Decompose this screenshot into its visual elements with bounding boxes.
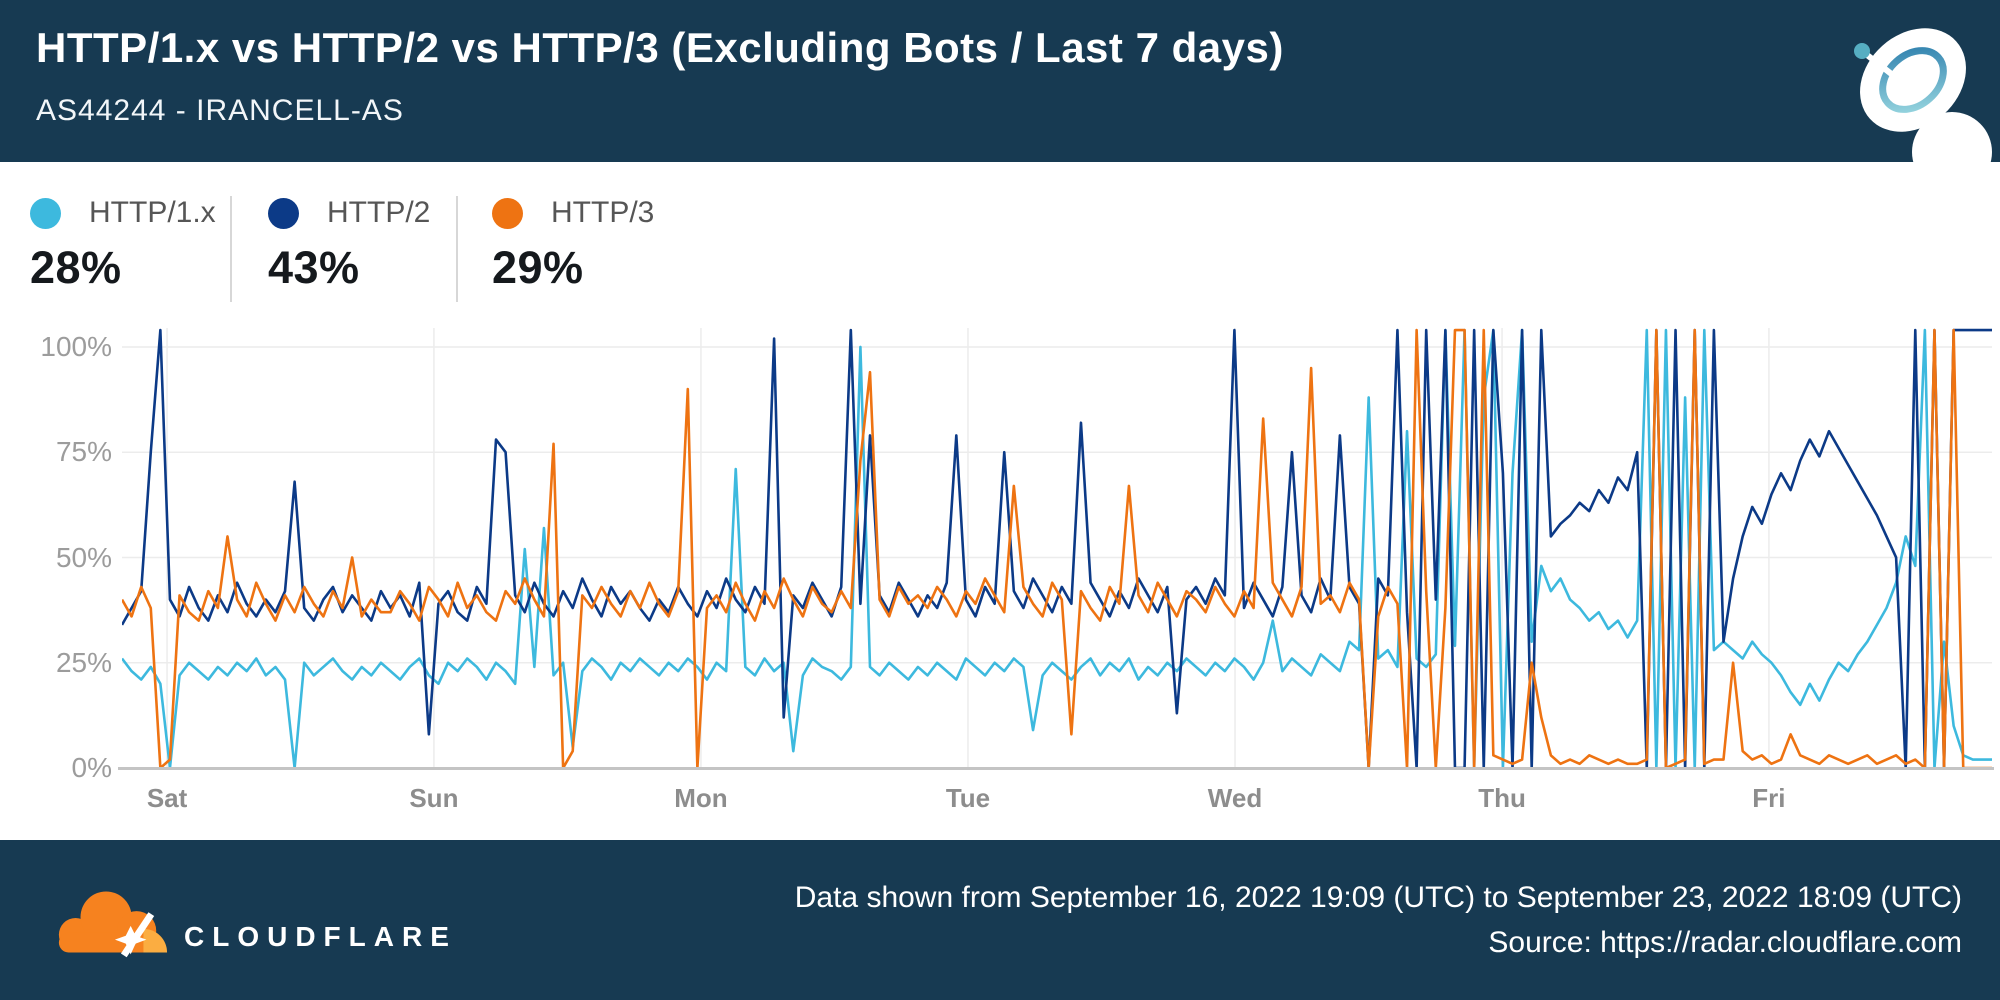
- y-tick-75: 75%: [55, 436, 112, 467]
- legend-value: 28%: [30, 242, 122, 293]
- y-tick-0: 0%: [71, 752, 112, 783]
- series-line-http2: [122, 330, 1992, 768]
- x-tick-fri: Fri: [1752, 783, 1786, 813]
- footer-text: Data shown from September 16, 2022 19:09…: [795, 880, 1962, 961]
- x-tick-sun: Sun: [409, 783, 459, 813]
- legend-label: HTTP/2: [327, 196, 431, 229]
- report-footer: CLOUDFLARE Data shown from September 16,…: [0, 840, 2000, 1000]
- x-tick-tue: Tue: [945, 783, 991, 813]
- plot-area: [122, 328, 1992, 768]
- data-range-text: Data shown from September 16, 2022 19:09…: [794, 880, 1962, 914]
- x-tick-sat: Sat: [146, 783, 188, 813]
- legend-item-http1: HTTP/1.x 28%: [30, 196, 230, 294]
- legend-item-http2: HTTP/2 43%: [268, 196, 456, 294]
- x-axis-line: [118, 767, 1994, 770]
- x-tick-wed: Wed: [1207, 783, 1263, 813]
- cloudflare-wordmark: CLOUDFLARE: [184, 921, 457, 952]
- legend-item-http3: HTTP/3 29%: [492, 196, 654, 294]
- legend-label: HTTP/1.x: [89, 196, 216, 229]
- http1-dot-icon: [30, 197, 61, 229]
- radar-satellite-icon: [1854, 28, 1992, 162]
- http2-dot-icon: [268, 197, 299, 229]
- legend-value: 43%: [268, 242, 360, 293]
- legend-label: HTTP/3: [551, 196, 655, 229]
- x-tick-mon: Mon: [674, 783, 728, 813]
- y-tick-100: 100%: [40, 331, 112, 362]
- y-tick-25: 25%: [55, 647, 112, 678]
- cloudflare-cloud-icon: [58, 891, 168, 958]
- page-title: HTTP/1.x vs HTTP/2 vs HTTP/3 (Excluding …: [36, 24, 1284, 71]
- cloudflare-brand: CLOUDFLARE: [52, 881, 457, 959]
- asn-subtitle: AS44244 - IRANCELL-AS: [36, 94, 404, 127]
- http3-dot-icon: [492, 197, 523, 229]
- x-tick-thu: Thu: [1478, 783, 1526, 813]
- source-text: Source: https://radar.cloudflare.com: [1488, 925, 1962, 959]
- series-line-http3: [122, 330, 1992, 768]
- chart-legend: HTTP/1.x 28% HTTP/2 43% HTTP/3 29%: [30, 196, 654, 308]
- y-axis: 100% 75% 50% 25% 0%: [0, 328, 112, 783]
- y-tick-50: 50%: [55, 542, 112, 573]
- legend-value: 29%: [492, 242, 584, 293]
- legend-divider: [456, 196, 458, 302]
- legend-divider: [230, 196, 232, 302]
- report-header: HTTP/1.x vs HTTP/2 vs HTTP/3 (Excluding …: [0, 0, 2000, 162]
- plot-svg: [122, 328, 1992, 768]
